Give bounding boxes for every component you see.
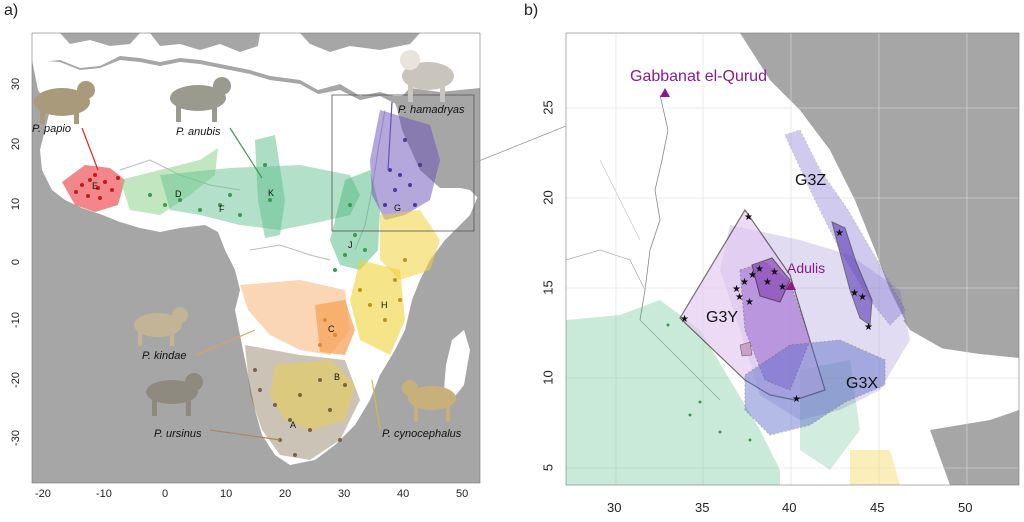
label-p-papio: P. papio bbox=[32, 123, 71, 135]
panel-a-y-tick: -30 bbox=[10, 430, 22, 446]
zone-d: D bbox=[175, 189, 182, 199]
panel-b-y-tick: 20 bbox=[540, 190, 556, 205]
site-gabbanat-el-qurud: Gabbanat el-Qurud bbox=[630, 68, 767, 85]
site-adulis: Adulis bbox=[787, 260, 826, 276]
panel-a-y-tick: 0 bbox=[10, 258, 22, 266]
zone-f: F bbox=[219, 204, 225, 214]
svg-text:★: ★ bbox=[858, 292, 867, 303]
panel-a-x-tick: 20 bbox=[279, 488, 292, 500]
panel-a-y-tick: -10 bbox=[10, 312, 22, 328]
panel-b-x-tick: 40 bbox=[782, 500, 797, 515]
label-p-anubis: P. anubis bbox=[176, 126, 221, 138]
svg-text:★: ★ bbox=[770, 267, 779, 278]
svg-text:★: ★ bbox=[735, 292, 744, 303]
group-g3y: G3Y bbox=[706, 309, 739, 326]
panel-a-label: a) bbox=[4, 2, 19, 19]
baboon-hamadryas-image bbox=[400, 50, 454, 102]
panel-a-x-tick: 50 bbox=[456, 488, 469, 500]
group-g3x: G3X bbox=[846, 375, 879, 392]
panel-a-x-tick: 30 bbox=[338, 488, 351, 500]
svg-text:★: ★ bbox=[864, 322, 873, 333]
svg-text:★: ★ bbox=[748, 270, 757, 281]
panel-b-map: ★★★ ★★★ ★★★ ★★★ ★ ★★ ★ bbox=[566, 33, 1019, 485]
panel-b-y-tick: 25 bbox=[540, 100, 556, 115]
zone-g: G bbox=[394, 203, 402, 213]
svg-text:★: ★ bbox=[745, 297, 754, 308]
panel-b-y-tick: 15 bbox=[540, 280, 556, 295]
zone-b: B bbox=[334, 372, 341, 382]
baboon-papio-image bbox=[34, 81, 95, 124]
group-g3z: G3Z bbox=[795, 172, 827, 189]
panel-b-y-tick: 10 bbox=[540, 370, 556, 385]
svg-text:★: ★ bbox=[850, 288, 859, 299]
panel-a-x-tick: 10 bbox=[220, 488, 233, 500]
panel-a-x-tick: -20 bbox=[35, 488, 51, 500]
label-p-hamadryas: P. hamadryas bbox=[398, 104, 465, 116]
panel-b-x-tick: 35 bbox=[695, 500, 710, 515]
label-p-ursinus: P. ursinus bbox=[154, 428, 202, 440]
panel-a-y-tick: 30 bbox=[10, 77, 22, 91]
svg-text:★: ★ bbox=[763, 277, 772, 288]
svg-text:★: ★ bbox=[744, 212, 753, 223]
panel-a-map bbox=[32, 33, 480, 483]
panel-b-label: b) bbox=[524, 2, 539, 19]
zone-h: H bbox=[381, 300, 388, 310]
svg-text:★: ★ bbox=[778, 282, 787, 293]
panel-b-x-tick: 50 bbox=[958, 500, 973, 515]
svg-text:★: ★ bbox=[680, 314, 689, 325]
zone-e: E bbox=[92, 181, 99, 191]
svg-text:★: ★ bbox=[792, 394, 801, 405]
baboon-kindae-image bbox=[134, 307, 188, 346]
baboon-anubis-image bbox=[170, 77, 231, 122]
svg-text:★: ★ bbox=[835, 228, 844, 239]
panel-b-y-tick: 5 bbox=[540, 463, 556, 472]
label-p-cynocephalus: P. cynocephalus bbox=[382, 428, 462, 440]
svg-text:★: ★ bbox=[732, 284, 741, 295]
panel-a-x-tick: 0 bbox=[162, 488, 169, 500]
zone-k: K bbox=[268, 188, 275, 198]
svg-text:★: ★ bbox=[755, 264, 764, 275]
zone-c: C bbox=[328, 324, 335, 334]
label-p-kindae: P. kindae bbox=[142, 350, 187, 362]
baboon-cynocephalus-image bbox=[402, 380, 456, 422]
panel-a-y-tick: 20 bbox=[10, 137, 22, 151]
panel-a-x-tick: 40 bbox=[397, 488, 410, 500]
panel-a-x-tick: -10 bbox=[96, 488, 112, 500]
svg-text:★: ★ bbox=[740, 277, 749, 288]
panel-a-y-tick: -20 bbox=[10, 372, 22, 388]
zone-j: J bbox=[348, 240, 353, 250]
panel-b-x-tick: 45 bbox=[870, 500, 885, 515]
panel-b-x-tick: 30 bbox=[607, 500, 622, 515]
zone-a: A bbox=[290, 420, 297, 430]
baboon-ursinus-image bbox=[146, 373, 203, 416]
panel-a-y-tick: 10 bbox=[10, 197, 22, 211]
